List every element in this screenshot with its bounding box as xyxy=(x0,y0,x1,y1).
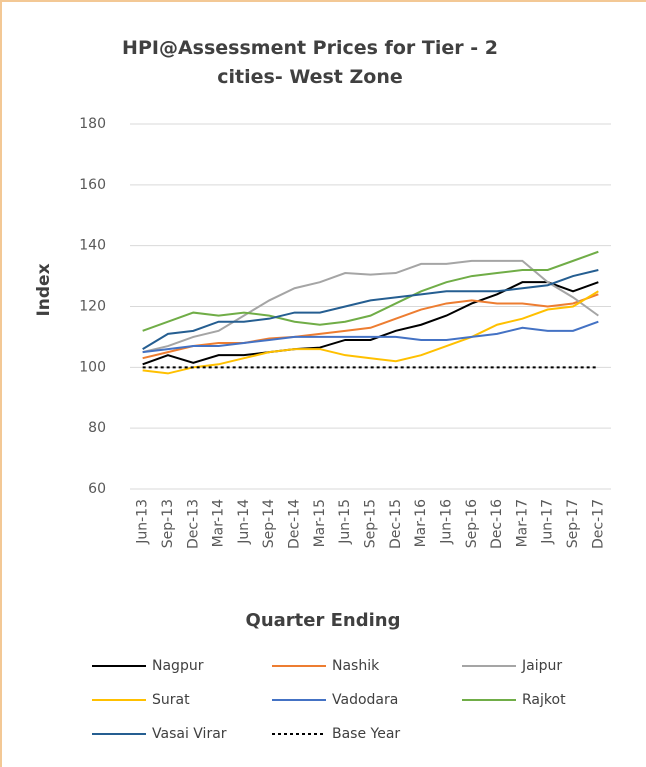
x-tick-label: Dec-15 xyxy=(388,499,404,549)
legend-label: Nashik xyxy=(332,658,380,674)
series-line xyxy=(142,281,599,366)
x-axis-label: Quarter Ending xyxy=(246,610,401,631)
legend-label: Jaipur xyxy=(521,658,562,674)
series-line xyxy=(142,269,599,350)
series-line xyxy=(142,259,599,354)
legend-label: Surat xyxy=(152,692,190,708)
x-tick-label: Dec-16 xyxy=(489,499,505,549)
legend-label: Vadodara xyxy=(332,692,398,708)
x-tick-label: Jun-15 xyxy=(337,499,353,545)
y-axis-label: Index xyxy=(34,263,54,316)
y-tick-label: 180 xyxy=(79,116,106,132)
y-tick-label: 140 xyxy=(79,238,106,254)
legend-label: Rajkot xyxy=(522,692,566,708)
x-tick-label: Dec-14 xyxy=(287,499,303,549)
x-tick-label: Jun-17 xyxy=(540,499,556,545)
y-tick-label: 60 xyxy=(88,481,106,497)
x-tick-label: Mar-14 xyxy=(211,499,227,547)
series-line xyxy=(142,250,599,332)
x-tick-label: Sep-15 xyxy=(363,499,379,548)
legend-label: Vasai Virar xyxy=(152,726,227,742)
y-tick-label: 120 xyxy=(79,299,106,315)
x-tick-label: Jun-13 xyxy=(135,499,151,545)
series-line xyxy=(142,293,599,360)
x-tick-label: Jun-16 xyxy=(438,499,454,545)
x-tick-label: Dec-17 xyxy=(590,499,606,549)
x-tick-label: Mar-15 xyxy=(312,499,328,547)
x-tick-label: Sep-14 xyxy=(261,499,277,548)
x-tick-label: Sep-16 xyxy=(464,499,480,548)
chart-title: HPI@Assessment Prices for Tier - 2 citie… xyxy=(122,37,498,88)
x-tick-label: Dec-13 xyxy=(185,499,201,549)
x-tick-label: Sep-17 xyxy=(565,499,581,548)
series-line xyxy=(142,290,599,375)
x-tick-label: Mar-16 xyxy=(413,499,429,547)
legend-label: Nagpur xyxy=(152,658,204,674)
y-tick-label: 80 xyxy=(88,420,106,436)
y-tick-label: 160 xyxy=(79,177,106,193)
x-tick-label: Mar-17 xyxy=(514,499,530,547)
x-tick-label: Jun-14 xyxy=(236,499,252,545)
y-tick-label: 100 xyxy=(79,359,106,375)
x-tick-label: Sep-13 xyxy=(160,499,176,548)
series-line xyxy=(142,320,599,354)
legend-label: Base Year xyxy=(332,726,400,742)
